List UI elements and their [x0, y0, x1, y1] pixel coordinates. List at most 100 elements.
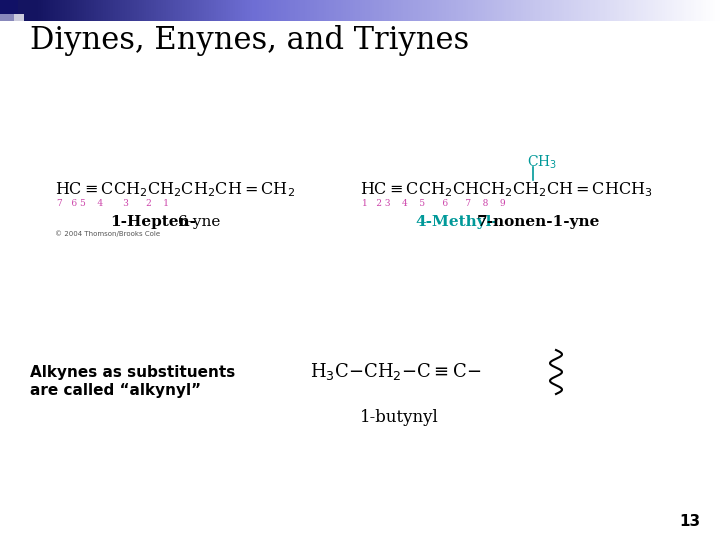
Bar [492, 0, 495, 21]
Text: 4-Methyl-: 4-Methyl- [415, 215, 498, 229]
Bar [19, 0, 22, 21]
Text: 13: 13 [679, 515, 700, 530]
Bar [153, 0, 156, 21]
Bar [293, 0, 295, 21]
Bar [329, 0, 331, 21]
Bar [194, 0, 197, 21]
Bar [369, 0, 372, 21]
Bar [526, 0, 528, 21]
Bar [96, 0, 99, 21]
Bar [583, 0, 585, 21]
Bar [70, 0, 72, 21]
Bar [646, 0, 648, 21]
Bar [475, 0, 477, 21]
Bar [12, 0, 14, 21]
Bar [454, 0, 456, 21]
Bar [204, 0, 207, 21]
Bar [372, 0, 374, 21]
Bar [60, 0, 63, 21]
Bar [149, 0, 151, 21]
Bar [513, 0, 516, 21]
Bar [55, 0, 58, 21]
Bar [641, 0, 643, 21]
Bar [456, 0, 459, 21]
Bar [202, 0, 204, 21]
Bar [631, 0, 634, 21]
Bar [545, 0, 547, 21]
Bar [713, 0, 715, 21]
Bar [473, 0, 475, 21]
Bar [562, 0, 564, 21]
Bar [269, 0, 271, 21]
Bar [9, 0, 12, 21]
Bar [300, 0, 302, 21]
Bar [564, 0, 567, 21]
Bar [322, 0, 324, 21]
Bar [238, 0, 240, 21]
Bar [581, 0, 583, 21]
Bar [127, 0, 130, 21]
Bar [163, 0, 166, 21]
Bar [482, 0, 485, 21]
Bar [178, 0, 180, 21]
Bar [574, 0, 576, 21]
Bar [441, 0, 444, 21]
Bar [315, 0, 317, 21]
Bar [495, 0, 497, 21]
Bar [502, 0, 504, 21]
Bar [490, 0, 492, 21]
Bar [101, 0, 103, 21]
Bar [43, 0, 45, 21]
Bar [430, 0, 432, 21]
Bar [679, 0, 682, 21]
Bar [117, 0, 120, 21]
Bar [48, 0, 50, 21]
Text: 7-nonen-1-yne: 7-nonen-1-yne [477, 215, 600, 229]
Bar [245, 0, 247, 21]
Bar [17, 0, 19, 21]
Bar [307, 0, 310, 21]
Bar [161, 0, 163, 21]
Bar [531, 0, 533, 21]
Bar [497, 0, 499, 21]
Bar [477, 0, 480, 21]
Bar [72, 0, 74, 21]
Bar [317, 0, 319, 21]
Bar [384, 0, 387, 21]
Bar [259, 0, 261, 21]
Text: 1   2 3    4    5      6      7    8    9: 1 2 3 4 5 6 7 8 9 [362, 199, 505, 208]
Bar [621, 0, 624, 21]
Bar [423, 0, 425, 21]
Bar [158, 0, 161, 21]
Bar [297, 0, 300, 21]
Bar [554, 0, 557, 21]
Bar [439, 0, 441, 21]
Bar [290, 0, 293, 21]
Bar [691, 0, 693, 21]
Bar [567, 0, 569, 21]
Bar [228, 0, 230, 21]
Bar [185, 0, 187, 21]
Bar [286, 0, 288, 21]
Bar [22, 0, 24, 21]
Bar [593, 0, 595, 21]
Bar [221, 0, 223, 21]
Bar [146, 0, 149, 21]
Bar [689, 0, 691, 21]
Bar [216, 0, 218, 21]
Bar [180, 0, 182, 21]
Bar [629, 0, 631, 21]
Bar [324, 0, 326, 21]
Bar [7, 0, 9, 21]
Text: Diynes, Enynes, and Triynes: Diynes, Enynes, and Triynes [30, 24, 469, 56]
Bar [480, 0, 482, 21]
Bar [552, 0, 554, 21]
Bar [211, 0, 214, 21]
Bar [182, 0, 185, 21]
Bar [139, 0, 142, 21]
Bar [187, 0, 189, 21]
Bar [391, 0, 394, 21]
Bar [571, 0, 574, 21]
Bar [283, 0, 286, 21]
Bar [557, 0, 559, 21]
